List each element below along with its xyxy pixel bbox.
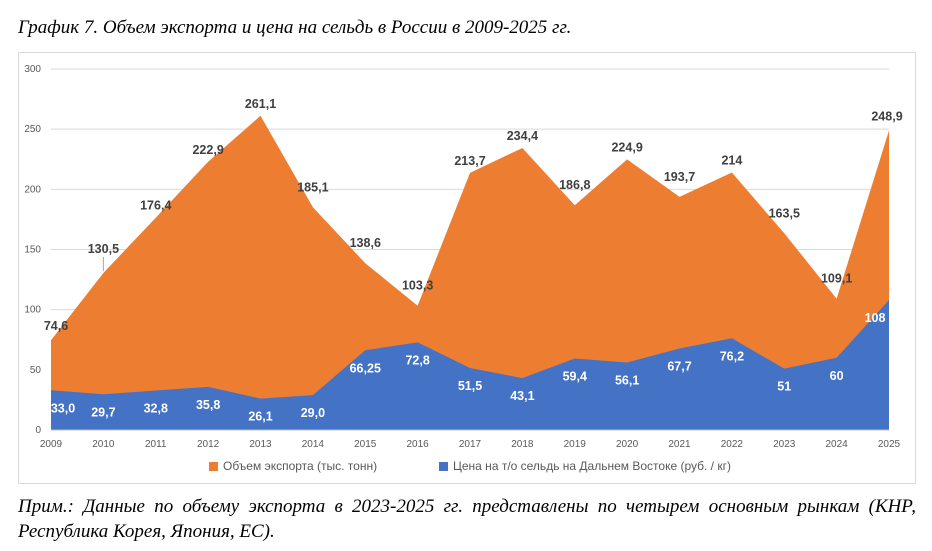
x-tick-label-2025: 2025 xyxy=(878,439,901,450)
export-data-label: 130,5 xyxy=(88,242,119,256)
y-tick-label: 50 xyxy=(30,365,42,376)
x-tick-label-2012: 2012 xyxy=(197,439,220,450)
x-tick-label-2011: 2011 xyxy=(145,439,167,450)
export-data-label: 163,5 xyxy=(769,206,800,220)
price-data-label: 29,7 xyxy=(91,405,115,419)
price-data-label: 108 xyxy=(865,311,886,325)
price-data-label: 72,8 xyxy=(405,353,429,367)
x-tick-label-2020: 2020 xyxy=(616,439,639,450)
export-data-label: 109,1 xyxy=(821,272,852,286)
legend-label-price: Цена на т/о сельдь на Дальнем Востоке (р… xyxy=(453,459,731,473)
export-data-label: 193,7 xyxy=(664,170,695,184)
x-tick-label-2010: 2010 xyxy=(92,439,115,450)
x-tick-label-2024: 2024 xyxy=(826,439,849,450)
price-data-label: 56,1 xyxy=(615,373,639,387)
price-data-label: 32,8 xyxy=(144,402,168,416)
export-data-label: 138,6 xyxy=(350,236,381,250)
x-tick-label-2016: 2016 xyxy=(407,439,430,450)
x-tick-label-2014: 2014 xyxy=(302,439,325,450)
x-tick-label-2022: 2022 xyxy=(721,439,744,450)
price-data-label: 43,1 xyxy=(510,389,534,403)
export-data-label: 185,1 xyxy=(297,180,328,194)
x-tick-label-2017: 2017 xyxy=(459,439,482,450)
x-tick-label-2015: 2015 xyxy=(354,439,377,450)
price-data-label: 60 xyxy=(830,369,844,383)
x-tick-label-2021: 2021 xyxy=(668,439,691,450)
legend-swatch-export xyxy=(209,462,218,471)
export-data-label: 176,4 xyxy=(140,199,171,213)
export-data-label: 224,9 xyxy=(611,140,642,154)
figure-note: Прим.: Данные по объему экспорта в 2023-… xyxy=(18,496,916,542)
x-tick-label-2013: 2013 xyxy=(249,439,272,450)
y-tick-label: 200 xyxy=(24,184,41,195)
legend-label-export: Объем экспорта (тыс. тонн) xyxy=(223,459,377,473)
price-data-label: 67,7 xyxy=(667,360,691,374)
y-tick-label: 0 xyxy=(35,425,41,436)
export-data-label: 214 xyxy=(721,153,742,167)
price-data-label: 59,4 xyxy=(563,370,587,384)
export-data-label: 186,8 xyxy=(559,178,590,192)
x-tick-label-2019: 2019 xyxy=(564,439,587,450)
price-data-label: 35,8 xyxy=(196,398,220,412)
price-data-label: 33,0 xyxy=(51,401,75,415)
export-data-label: 222,9 xyxy=(192,143,223,157)
y-tick-label: 300 xyxy=(24,64,41,75)
y-tick-label: 100 xyxy=(24,305,41,316)
figure-title: График 7. Объем экспорта и цена на сельд… xyxy=(18,17,572,38)
export-data-label: 248,9 xyxy=(871,109,902,123)
export-data-label: 213,7 xyxy=(454,154,485,168)
x-tick-label-2023: 2023 xyxy=(773,439,796,450)
price-data-label: 66,25 xyxy=(350,361,381,375)
price-data-label: 26,1 xyxy=(248,410,272,424)
price-data-label: 29,0 xyxy=(301,406,325,420)
chart-frame: 0 50 100 150 200 250 300 2009 2010 2011 2012 2013 20… xyxy=(18,52,916,484)
y-tick-label: 250 xyxy=(24,124,41,135)
x-tick-label-2018: 2018 xyxy=(511,439,534,450)
export-data-label: 261,1 xyxy=(245,97,276,111)
legend-swatch-price xyxy=(439,462,448,471)
price-area xyxy=(51,300,889,430)
area-chart: 0 50 100 150 200 250 300 2009 2010 2011 2012 2013 20… xyxy=(24,64,902,473)
export-data-label: 74,6 xyxy=(44,319,68,333)
x-tick-label-2009: 2009 xyxy=(40,439,63,450)
export-data-label: 103,3 xyxy=(402,279,433,293)
price-data-label: 51,5 xyxy=(458,379,482,393)
price-data-label: 76,2 xyxy=(720,349,744,363)
y-tick-label: 150 xyxy=(24,245,41,256)
export-data-label: 234,4 xyxy=(507,129,538,143)
price-data-label: 51 xyxy=(777,380,791,394)
